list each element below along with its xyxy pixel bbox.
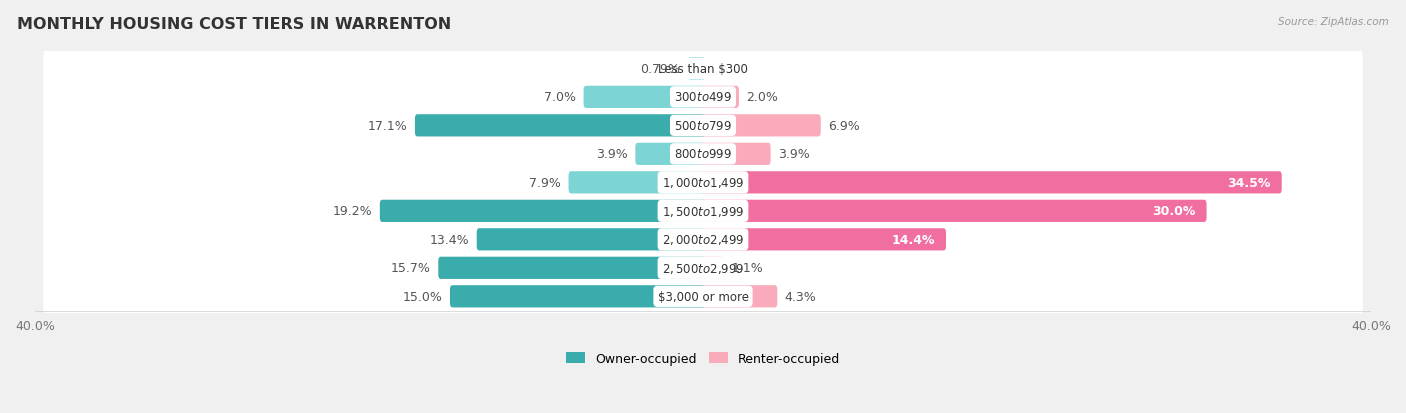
Text: 3.9%: 3.9% — [596, 148, 628, 161]
FancyBboxPatch shape — [700, 172, 1282, 194]
FancyBboxPatch shape — [700, 200, 1206, 223]
FancyBboxPatch shape — [583, 87, 706, 109]
Text: Source: ZipAtlas.com: Source: ZipAtlas.com — [1278, 17, 1389, 26]
Text: $1,500 to $1,999: $1,500 to $1,999 — [662, 204, 744, 218]
Text: 2.0%: 2.0% — [747, 91, 779, 104]
FancyBboxPatch shape — [44, 135, 1362, 174]
Text: Less than $300: Less than $300 — [658, 63, 748, 76]
FancyBboxPatch shape — [44, 249, 1362, 288]
FancyBboxPatch shape — [439, 257, 706, 279]
FancyBboxPatch shape — [700, 115, 821, 137]
Legend: Owner-occupied, Renter-occupied: Owner-occupied, Renter-occupied — [567, 352, 839, 365]
FancyBboxPatch shape — [380, 200, 706, 223]
FancyBboxPatch shape — [44, 220, 1362, 259]
Text: 3.9%: 3.9% — [778, 148, 810, 161]
Text: $1,000 to $1,499: $1,000 to $1,499 — [662, 176, 744, 190]
Text: 15.0%: 15.0% — [402, 290, 443, 303]
Text: $2,000 to $2,499: $2,000 to $2,499 — [662, 233, 744, 247]
Text: 7.0%: 7.0% — [544, 91, 576, 104]
FancyBboxPatch shape — [688, 58, 706, 80]
FancyBboxPatch shape — [700, 257, 724, 279]
Text: $800 to $999: $800 to $999 — [673, 148, 733, 161]
Text: 34.5%: 34.5% — [1227, 176, 1271, 190]
FancyBboxPatch shape — [477, 229, 706, 251]
FancyBboxPatch shape — [44, 163, 1362, 202]
Text: $3,000 or more: $3,000 or more — [658, 290, 748, 303]
Text: 14.4%: 14.4% — [891, 233, 935, 246]
Text: 0.79%: 0.79% — [640, 63, 679, 76]
Text: 7.9%: 7.9% — [529, 176, 561, 190]
FancyBboxPatch shape — [44, 78, 1362, 117]
FancyBboxPatch shape — [636, 143, 706, 166]
FancyBboxPatch shape — [700, 285, 778, 308]
FancyBboxPatch shape — [700, 143, 770, 166]
Text: $500 to $799: $500 to $799 — [673, 119, 733, 133]
FancyBboxPatch shape — [450, 285, 706, 308]
FancyBboxPatch shape — [700, 87, 740, 109]
Text: 1.1%: 1.1% — [731, 262, 763, 275]
FancyBboxPatch shape — [44, 107, 1362, 146]
Text: $2,500 to $2,999: $2,500 to $2,999 — [662, 261, 744, 275]
Text: 6.9%: 6.9% — [828, 119, 860, 133]
Text: 17.1%: 17.1% — [367, 119, 408, 133]
FancyBboxPatch shape — [44, 50, 1362, 89]
Text: MONTHLY HOUSING COST TIERS IN WARRENTON: MONTHLY HOUSING COST TIERS IN WARRENTON — [17, 17, 451, 31]
Text: 4.3%: 4.3% — [785, 290, 817, 303]
Text: 30.0%: 30.0% — [1153, 205, 1195, 218]
FancyBboxPatch shape — [44, 277, 1362, 316]
FancyBboxPatch shape — [44, 192, 1362, 231]
Text: 13.4%: 13.4% — [430, 233, 470, 246]
Text: $300 to $499: $300 to $499 — [673, 91, 733, 104]
Text: 15.7%: 15.7% — [391, 262, 430, 275]
FancyBboxPatch shape — [568, 172, 706, 194]
FancyBboxPatch shape — [700, 229, 946, 251]
FancyBboxPatch shape — [415, 115, 706, 137]
Text: 19.2%: 19.2% — [333, 205, 373, 218]
